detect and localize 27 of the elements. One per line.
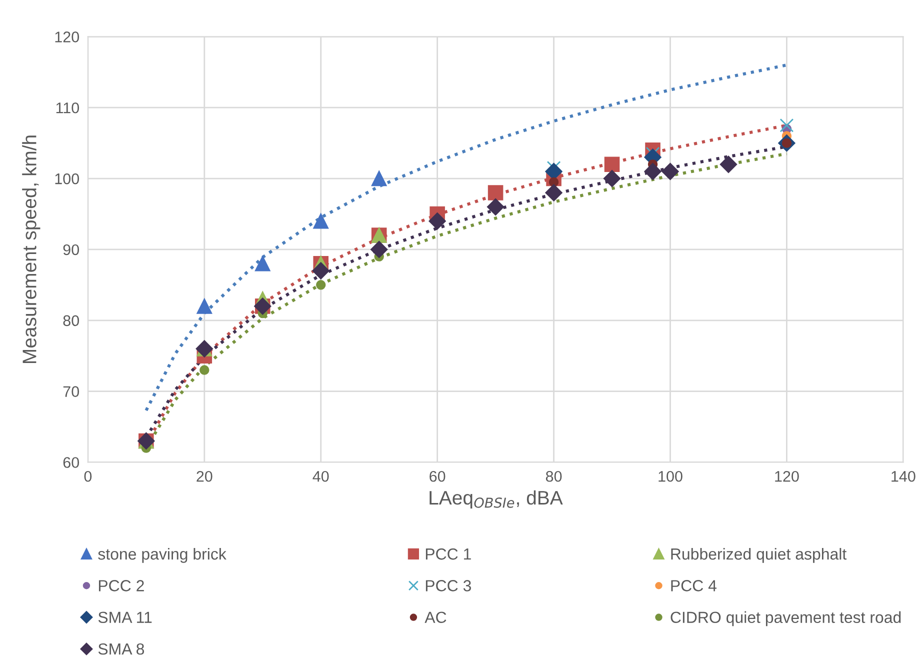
x-tick-label: 0 [84, 470, 92, 482]
x-tick-label: 20 [196, 470, 212, 482]
y-tick-label: 60 [63, 457, 80, 468]
legend-label: SMA 11 [98, 612, 152, 624]
y-axis-title: Measurement speed, km/h [22, 136, 40, 363]
legend-label: SMA 8 [98, 643, 144, 655]
x-tick-label: 40 [312, 470, 329, 482]
legend-label: stone paving brick [98, 548, 226, 563]
legend-label: PCC 1 [426, 548, 471, 560]
legend-label: PCC 2 [98, 580, 144, 592]
y-tick-label: 100 [55, 173, 80, 184]
x-tick-label: 140 [892, 470, 916, 482]
y-tick-label: 90 [63, 244, 80, 256]
x-tick-label: 120 [775, 470, 799, 482]
y-tick-label: 80 [63, 315, 80, 326]
x-axis-title: LAeq$_{OBSIe}$, dBA [430, 490, 563, 508]
legend-label: Rubberized quiet asphalt [671, 548, 847, 563]
x-tick-label: 80 [546, 470, 562, 482]
legend-label: AC [424, 612, 446, 624]
x-tick-label: 60 [430, 470, 446, 482]
y-tick-label: 110 [56, 102, 80, 114]
y-tick-label: 70 [63, 386, 80, 397]
x-tick-label: 100 [658, 470, 682, 482]
legend-label: CIDRO quiet pavement test road [670, 611, 901, 626]
legend-label: PCC 3 [426, 580, 471, 592]
y-tick-label: 120 [55, 32, 80, 42]
legend-label: PCC 4 [671, 580, 717, 592]
